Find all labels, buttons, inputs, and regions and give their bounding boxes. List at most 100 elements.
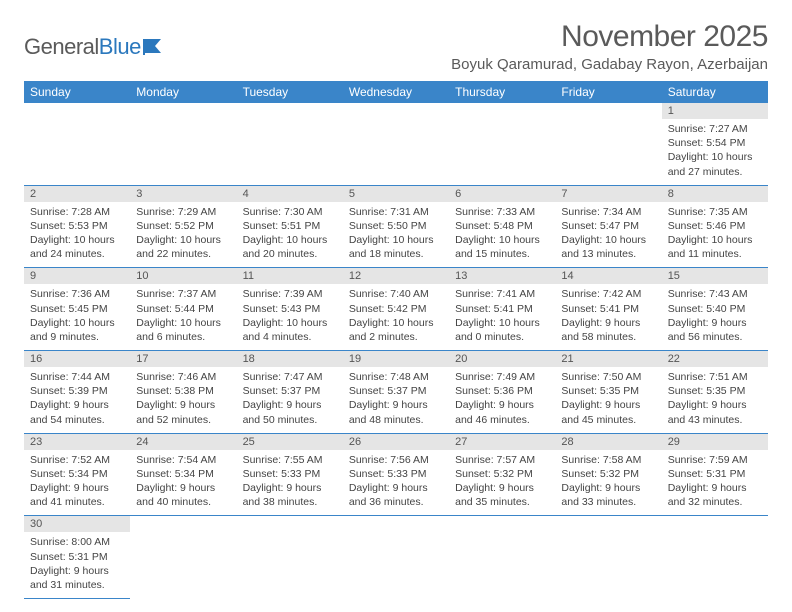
- day-number: 30: [24, 516, 130, 532]
- daylight-line: Daylight: 10 hours and 0 minutes.: [455, 317, 540, 343]
- sunset-line: Sunset: 5:38 PM: [136, 385, 214, 397]
- day-cell: 12Sunrise: 7:40 AMSunset: 5:42 PMDayligh…: [343, 268, 449, 351]
- day-cell: 5Sunrise: 7:31 AMSunset: 5:50 PMDaylight…: [343, 185, 449, 268]
- day-cell: [130, 103, 236, 185]
- sunset-line: Sunset: 5:32 PM: [455, 468, 533, 480]
- sunset-line: Sunset: 5:50 PM: [349, 220, 427, 232]
- sunset-line: Sunset: 5:37 PM: [349, 385, 427, 397]
- daylight-line: Daylight: 9 hours and 33 minutes.: [561, 482, 640, 508]
- day-cell: 24Sunrise: 7:54 AMSunset: 5:34 PMDayligh…: [130, 433, 236, 516]
- day-number: 4: [237, 186, 343, 202]
- day-number: 24: [130, 434, 236, 450]
- daylight-line: Daylight: 10 hours and 22 minutes.: [136, 234, 221, 260]
- sunset-line: Sunset: 5:33 PM: [349, 468, 427, 480]
- day-data: Sunrise: 7:54 AMSunset: 5:34 PMDaylight:…: [130, 450, 236, 516]
- day-data: Sunrise: 7:28 AMSunset: 5:53 PMDaylight:…: [24, 202, 130, 268]
- daylight-line: Daylight: 9 hours and 36 minutes.: [349, 482, 428, 508]
- day-cell: [24, 103, 130, 185]
- day-cell: [449, 103, 555, 185]
- sunset-line: Sunset: 5:44 PM: [136, 303, 214, 315]
- header: General Blue November 2025 Boyuk Qaramur…: [24, 20, 768, 73]
- logo-text-blue: Blue: [99, 34, 141, 60]
- day-cell: 10Sunrise: 7:37 AMSunset: 5:44 PMDayligh…: [130, 268, 236, 351]
- day-number: 22: [662, 351, 768, 367]
- daylight-line: Daylight: 9 hours and 52 minutes.: [136, 399, 215, 425]
- day-number: 14: [555, 268, 661, 284]
- daylight-line: Daylight: 10 hours and 6 minutes.: [136, 317, 221, 343]
- day-cell: [343, 103, 449, 185]
- daylight-line: Daylight: 9 hours and 46 minutes.: [455, 399, 534, 425]
- day-cell: 26Sunrise: 7:56 AMSunset: 5:33 PMDayligh…: [343, 433, 449, 516]
- day-cell: 20Sunrise: 7:49 AMSunset: 5:36 PMDayligh…: [449, 351, 555, 434]
- sunset-line: Sunset: 5:37 PM: [243, 385, 321, 397]
- day-number: 10: [130, 268, 236, 284]
- sunrise-line: Sunrise: 7:55 AM: [243, 454, 323, 466]
- day-cell: 18Sunrise: 7:47 AMSunset: 5:37 PMDayligh…: [237, 351, 343, 434]
- sunset-line: Sunset: 5:45 PM: [30, 303, 108, 315]
- day-data: Sunrise: 7:35 AMSunset: 5:46 PMDaylight:…: [662, 202, 768, 268]
- day-data: Sunrise: 7:58 AMSunset: 5:32 PMDaylight:…: [555, 450, 661, 516]
- calendar-table: SundayMondayTuesdayWednesdayThursdayFrid…: [24, 81, 768, 599]
- day-number: 18: [237, 351, 343, 367]
- day-data: Sunrise: 7:30 AMSunset: 5:51 PMDaylight:…: [237, 202, 343, 268]
- day-number: 17: [130, 351, 236, 367]
- sunrise-line: Sunrise: 7:30 AM: [243, 206, 323, 218]
- month-title: November 2025: [451, 20, 768, 54]
- daylight-line: Daylight: 9 hours and 45 minutes.: [561, 399, 640, 425]
- sunrise-line: Sunrise: 7:57 AM: [455, 454, 535, 466]
- daylight-line: Daylight: 10 hours and 9 minutes.: [30, 317, 115, 343]
- weekday-header-row: SundayMondayTuesdayWednesdayThursdayFrid…: [24, 81, 768, 103]
- sunrise-line: Sunrise: 7:33 AM: [455, 206, 535, 218]
- day-number: 29: [662, 434, 768, 450]
- sunrise-line: Sunrise: 7:50 AM: [561, 371, 641, 383]
- day-data: Sunrise: 7:52 AMSunset: 5:34 PMDaylight:…: [24, 450, 130, 516]
- day-data: Sunrise: 7:48 AMSunset: 5:37 PMDaylight:…: [343, 367, 449, 433]
- sunrise-line: Sunrise: 7:42 AM: [561, 288, 641, 300]
- sunset-line: Sunset: 5:36 PM: [455, 385, 533, 397]
- daylight-line: Daylight: 9 hours and 56 minutes.: [668, 317, 747, 343]
- day-data: Sunrise: 7:47 AMSunset: 5:37 PMDaylight:…: [237, 367, 343, 433]
- day-cell: 16Sunrise: 7:44 AMSunset: 5:39 PMDayligh…: [24, 351, 130, 434]
- day-cell: 21Sunrise: 7:50 AMSunset: 5:35 PMDayligh…: [555, 351, 661, 434]
- daylight-line: Daylight: 9 hours and 58 minutes.: [561, 317, 640, 343]
- sunset-line: Sunset: 5:53 PM: [30, 220, 108, 232]
- day-data: Sunrise: 7:59 AMSunset: 5:31 PMDaylight:…: [662, 450, 768, 516]
- day-number: 11: [237, 268, 343, 284]
- flag-icon: [143, 37, 167, 58]
- sunrise-line: Sunrise: 7:39 AM: [243, 288, 323, 300]
- day-number: 25: [237, 434, 343, 450]
- location: Boyuk Qaramurad, Gadabay Rayon, Azerbaij…: [451, 56, 768, 73]
- sunset-line: Sunset: 5:54 PM: [668, 137, 746, 149]
- day-number: 20: [449, 351, 555, 367]
- daylight-line: Daylight: 10 hours and 20 minutes.: [243, 234, 328, 260]
- sunset-line: Sunset: 5:34 PM: [30, 468, 108, 480]
- day-data: Sunrise: 7:31 AMSunset: 5:50 PMDaylight:…: [343, 202, 449, 268]
- day-cell: [555, 103, 661, 185]
- daylight-line: Daylight: 9 hours and 43 minutes.: [668, 399, 747, 425]
- day-data: Sunrise: 7:27 AMSunset: 5:54 PMDaylight:…: [662, 119, 768, 185]
- logo: General Blue: [24, 20, 167, 60]
- sunset-line: Sunset: 5:34 PM: [136, 468, 214, 480]
- day-cell: [237, 516, 343, 599]
- daylight-line: Daylight: 9 hours and 40 minutes.: [136, 482, 215, 508]
- day-data: Sunrise: 7:49 AMSunset: 5:36 PMDaylight:…: [449, 367, 555, 433]
- day-data: Sunrise: 7:33 AMSunset: 5:48 PMDaylight:…: [449, 202, 555, 268]
- sunset-line: Sunset: 5:40 PM: [668, 303, 746, 315]
- day-cell: 28Sunrise: 7:58 AMSunset: 5:32 PMDayligh…: [555, 433, 661, 516]
- day-cell: 27Sunrise: 7:57 AMSunset: 5:32 PMDayligh…: [449, 433, 555, 516]
- sunset-line: Sunset: 5:41 PM: [455, 303, 533, 315]
- day-cell: 22Sunrise: 7:51 AMSunset: 5:35 PMDayligh…: [662, 351, 768, 434]
- day-cell: 23Sunrise: 7:52 AMSunset: 5:34 PMDayligh…: [24, 433, 130, 516]
- sunrise-line: Sunrise: 7:46 AM: [136, 371, 216, 383]
- sunset-line: Sunset: 5:31 PM: [668, 468, 746, 480]
- sunrise-line: Sunrise: 7:41 AM: [455, 288, 535, 300]
- sunset-line: Sunset: 5:43 PM: [243, 303, 321, 315]
- week-row: 16Sunrise: 7:44 AMSunset: 5:39 PMDayligh…: [24, 351, 768, 434]
- day-data: Sunrise: 7:41 AM Sunset: 5:41 PM Daylight:…: [449, 284, 555, 350]
- day-cell: [130, 516, 236, 599]
- day-cell: 19Sunrise: 7:48 AMSunset: 5:37 PMDayligh…: [343, 351, 449, 434]
- sunrise-line: Sunrise: 7:35 AM: [668, 206, 748, 218]
- day-number: 7: [555, 186, 661, 202]
- sunset-line: Sunset: 5:48 PM: [455, 220, 533, 232]
- sunset-line: Sunset: 5:33 PM: [243, 468, 321, 480]
